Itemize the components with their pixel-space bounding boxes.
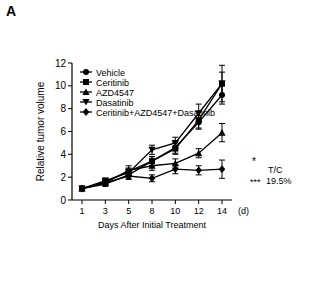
y-tick-label: 6 [60,126,66,137]
error-bar [149,161,155,170]
point [195,150,202,157]
legend-item: AZD4547 [80,88,134,98]
y-tick-label: 8 [60,103,66,114]
point [219,165,226,173]
x-tick-label: 10 [170,206,180,216]
y-tick [68,200,72,201]
point [148,147,155,154]
point [78,186,85,193]
x-tick [105,200,106,204]
legend-label: Vehicle [96,68,125,78]
x-tick [128,200,129,204]
x-label: Days After Initial Treatment [98,220,207,230]
point [148,162,155,169]
legend-label: Ceritinib+AZD4547+Dasatinib [96,108,215,118]
annotation: T/C [268,165,283,175]
series-line [82,133,222,189]
y-tick [68,154,72,155]
x-tick-label: 3 [103,206,108,216]
x-tick [198,200,199,204]
y-tick [68,85,72,86]
panel-label: A [6,3,16,19]
error-bar [172,165,178,174]
annotation: * [252,156,256,167]
y-tick [68,63,72,64]
error-bar [126,173,132,180]
y-tick [68,177,72,178]
plot-area [78,65,225,192]
chart: A 0 2 4 6 8 10 12 1 3 5 8 10 12 14 (d) Days After Initia… [0,0,327,281]
x-tick [82,200,83,204]
legend-item: Dasatinib [80,98,134,108]
y-tick-label: 12 [55,58,67,69]
point [172,140,179,147]
point [79,186,85,192]
x-tick-label: 14 [217,206,227,216]
point [172,165,179,173]
error-bar [219,72,225,95]
y-tick-label: 2 [60,172,66,183]
point [102,179,109,187]
y-label: Relative tumor volume [35,81,46,181]
series-line [82,95,222,189]
legend-item: Ceritinib [80,78,129,88]
y-tick-label: 4 [60,149,66,160]
error-bar [219,160,225,178]
point [102,179,109,186]
point [195,166,202,174]
y-tick [68,108,72,109]
legend-item: Ceritinib+AZD4547+Dasatinib [80,108,215,118]
y-tick-label: 0 [60,195,66,206]
legend-label: Dasatinib [96,98,134,108]
x-tick [222,200,223,204]
error-bar [219,65,225,102]
x-tick-label: 12 [194,206,204,216]
point [78,185,85,192]
point [125,172,132,180]
x-tick-label: 5 [126,206,131,216]
y-tick-label: 10 [55,80,67,91]
point [149,174,156,182]
y-tick [68,131,72,132]
error-bar [219,124,225,142]
x-tick [152,200,153,204]
x-tick [175,200,176,204]
error-bar [196,149,202,158]
error-bar [149,175,155,182]
point [79,185,86,193]
error-bar [196,166,202,175]
point [218,81,225,88]
annotation: 19.5% [266,176,292,186]
legend-label: AZD4547 [96,88,134,98]
x-unit: (d) [238,206,249,216]
x-tick-label: 8 [149,206,154,216]
point [218,129,225,136]
point [79,186,85,192]
legend-item: Vehicle [80,68,125,78]
error-bar [172,137,178,148]
series-line [82,84,222,189]
x-tick-label: 1 [79,206,84,216]
legend-label: Ceritinib [96,78,129,88]
series-line [82,84,222,189]
annotation: *** [250,177,261,187]
series-line [82,169,222,188]
error-bar [149,145,155,154]
